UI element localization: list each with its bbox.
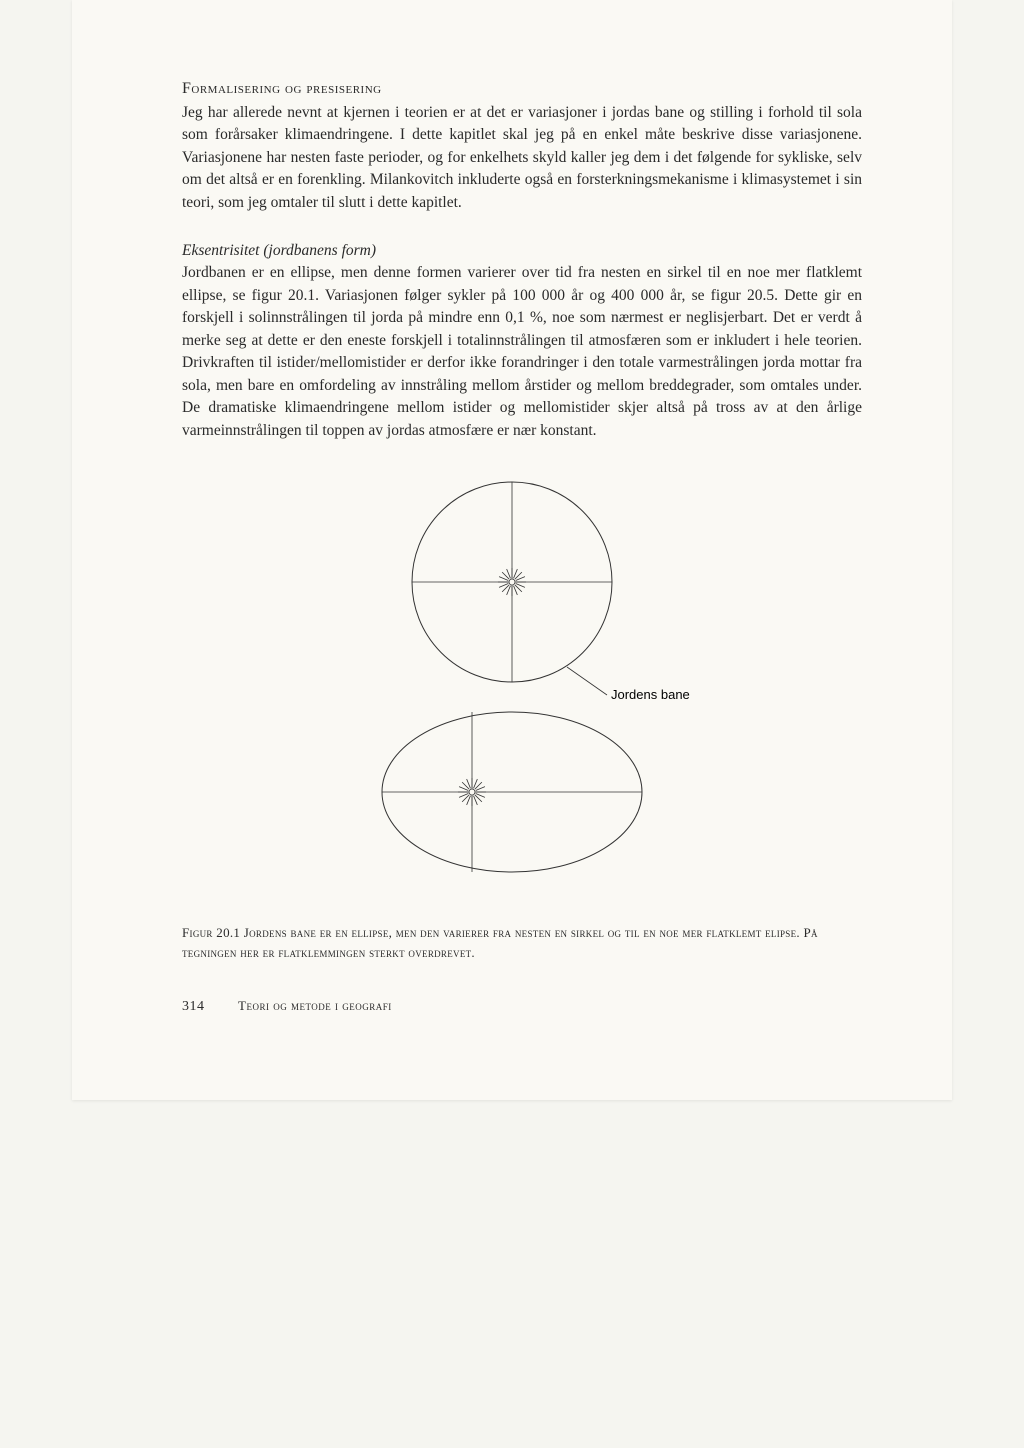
subsection-heading: Eksentrisitet (jordbanens form): [182, 242, 862, 260]
page-footer: 314 Teori og metode i geografi: [182, 998, 862, 1015]
section-heading: Formalisering og presisering: [182, 80, 862, 98]
footer-title: Teori og metode i geografi: [238, 998, 392, 1013]
figure-20-1: Jordens bane Figur 20.1 Jordens bane er …: [182, 472, 862, 962]
orbit-label: Jordens bane: [611, 687, 690, 702]
page-number: 314: [182, 999, 205, 1014]
paragraph-2: Jordbanen er en ellipse, men denne forme…: [182, 262, 862, 442]
orbit-diagram: Jordens bane: [312, 472, 732, 902]
figure-caption: Figur 20.1 Jordens bane er en ellipse, m…: [182, 923, 862, 962]
page: Formalisering og presisering Jeg har all…: [72, 0, 952, 1100]
paragraph-1: Jeg har allerede nevnt at kjernen i teor…: [182, 102, 862, 214]
